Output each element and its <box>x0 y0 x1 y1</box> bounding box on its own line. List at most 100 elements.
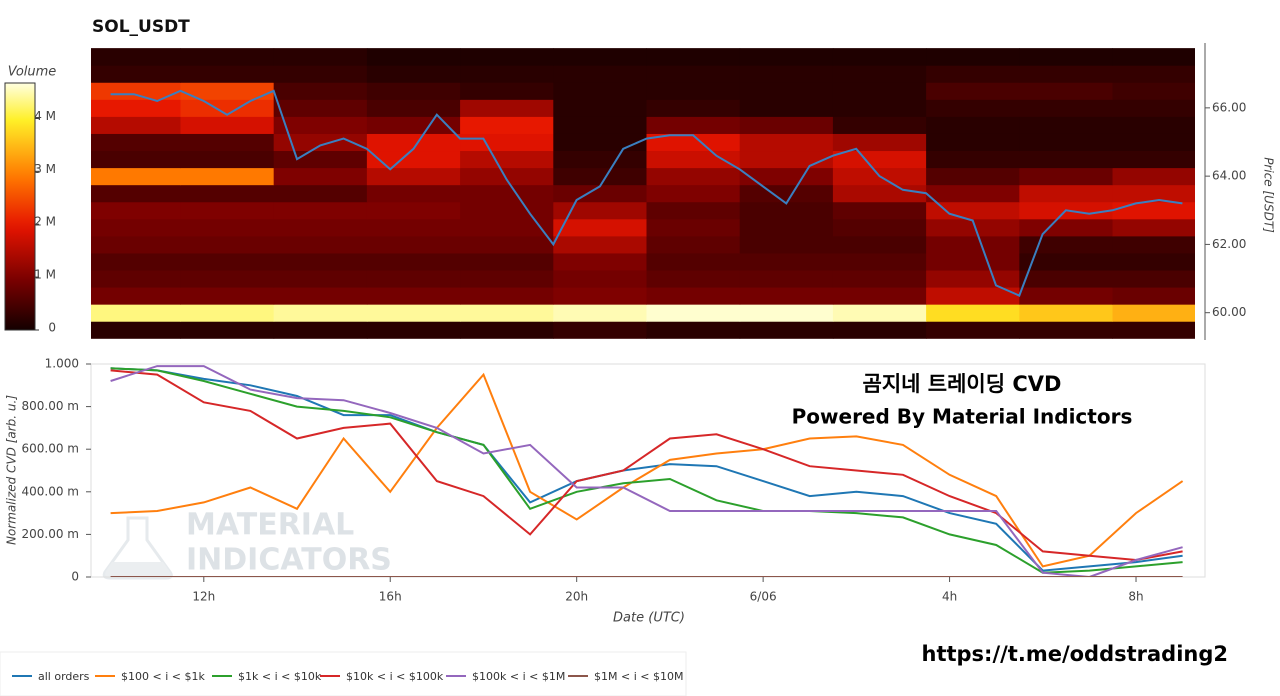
heatmap-cell <box>1112 133 1195 152</box>
heatmap-cell <box>180 287 275 305</box>
y-tick-label: 62.00 <box>1212 237 1246 251</box>
heatmap-cell <box>180 184 275 203</box>
heatmap-cell <box>832 65 927 83</box>
watermark-icon <box>102 516 173 580</box>
heatmap-cell <box>926 82 1020 100</box>
heatmap-cell <box>366 116 461 134</box>
heatmap-cell <box>460 82 554 100</box>
heatmap-cell <box>646 133 741 152</box>
heatmap-cell <box>646 218 741 237</box>
heatmap-cell <box>926 99 1020 117</box>
heatmap-cell <box>180 201 275 220</box>
heatmap-cell <box>91 48 181 66</box>
heatmap-cell <box>91 304 181 322</box>
heatmap-cell <box>646 150 741 169</box>
heatmap-cell <box>1112 201 1195 220</box>
heatmap-cell <box>273 184 368 203</box>
heatmap-cell <box>739 133 834 152</box>
heatmap-cell <box>180 116 275 134</box>
legend-label: $100 < i < $1k <box>121 670 205 683</box>
heatmap-cell <box>832 304 927 322</box>
heatmap-cell <box>91 201 181 220</box>
heatmap-cell <box>1112 252 1195 271</box>
cvd-line <box>110 367 1183 574</box>
heatmap-cell <box>366 167 461 186</box>
heatmap-cell <box>91 167 181 186</box>
x-axis-title: Date (UTC) <box>613 611 685 626</box>
heatmap-cell <box>739 287 834 305</box>
y-tick-label: 60.00 <box>1212 305 1246 319</box>
heatmap-cell <box>366 235 461 254</box>
heatmap-cell <box>1019 65 1114 83</box>
heatmap-cell <box>832 133 927 152</box>
heatmap-cell <box>366 270 461 288</box>
heatmap-cell <box>366 82 461 100</box>
heatmap-cell <box>273 270 368 288</box>
heatmap-cell <box>646 321 741 339</box>
heatmap <box>91 48 1195 339</box>
heatmap-cell <box>1112 48 1195 66</box>
heatmap-cell <box>832 48 927 66</box>
y-tick-label: 1.000 <box>45 357 79 371</box>
heatmap-cell <box>553 184 647 203</box>
heatmap-cell <box>553 99 647 117</box>
legend-label: $1M < i < $10M <box>594 670 683 683</box>
heatmap-cell <box>646 167 741 186</box>
heatmap-cell <box>460 235 554 254</box>
heatmap-cell <box>646 287 741 305</box>
heatmap-cell <box>646 304 741 322</box>
heatmap-cell <box>273 321 368 339</box>
heatmap-cell <box>926 184 1020 203</box>
x-tick-label: 4h <box>942 590 957 604</box>
heatmap-cell <box>739 304 834 322</box>
heatmap-cell <box>1112 167 1195 186</box>
heatmap-cell <box>91 321 181 339</box>
heatmap-cell <box>739 201 834 220</box>
heatmap-cell <box>646 252 741 271</box>
heatmap-cell <box>646 184 741 203</box>
heatmap-cell <box>739 82 834 100</box>
heatmap-cell <box>273 48 368 66</box>
heatmap-cell <box>91 287 181 305</box>
y-tick-label: 64.00 <box>1212 169 1246 183</box>
price-line <box>110 89 1183 297</box>
heatmap-cell <box>553 48 647 66</box>
x-tick-label: 16h <box>379 590 402 604</box>
y-tick-label: 800.00 m <box>22 399 80 413</box>
heatmap-cell <box>739 252 834 271</box>
heatmap-cell <box>91 235 181 254</box>
heatmap-cell <box>926 252 1020 271</box>
y-tick-label: 66.00 <box>1212 100 1246 114</box>
heatmap-cell <box>832 218 927 237</box>
heatmap-cell <box>91 116 181 134</box>
heatmap-cell <box>1019 167 1114 186</box>
heatmap-cell <box>926 270 1020 288</box>
heatmap-cell <box>460 270 554 288</box>
heatmap-cell <box>91 252 181 271</box>
heatmap-cell <box>553 167 647 186</box>
y-axis-title: Normalized CVD [arb. u.] <box>5 395 19 545</box>
heatmap-cell <box>553 287 647 305</box>
y-tick-label: 400.00 m <box>22 484 80 498</box>
heatmap-cell <box>739 99 834 117</box>
heatmap-cell <box>832 99 927 117</box>
heatmap-cell <box>460 99 554 117</box>
legend-label: $1k < i < $10k <box>238 670 322 683</box>
heatmap-cell <box>1019 48 1114 66</box>
heatmap-cell <box>832 270 927 288</box>
colorbar-tick-label: 2 M <box>34 215 56 229</box>
y-tick-label: 0 <box>71 570 79 584</box>
heatmap-cell <box>1112 235 1195 254</box>
heatmap-cell <box>646 65 741 83</box>
heatmap-cell <box>366 48 461 66</box>
heatmap-cell <box>273 218 368 237</box>
heatmap-cell <box>366 201 461 220</box>
heatmap-cell <box>739 48 834 66</box>
x-tick-label: 8h <box>1128 590 1143 604</box>
heatmap-cell <box>926 116 1020 134</box>
lines <box>110 365 1184 577</box>
heatmap-cell <box>1112 218 1195 237</box>
heatmap-cell <box>366 65 461 83</box>
heatmap-cell <box>553 321 647 339</box>
heatmap-cell <box>1019 235 1114 254</box>
